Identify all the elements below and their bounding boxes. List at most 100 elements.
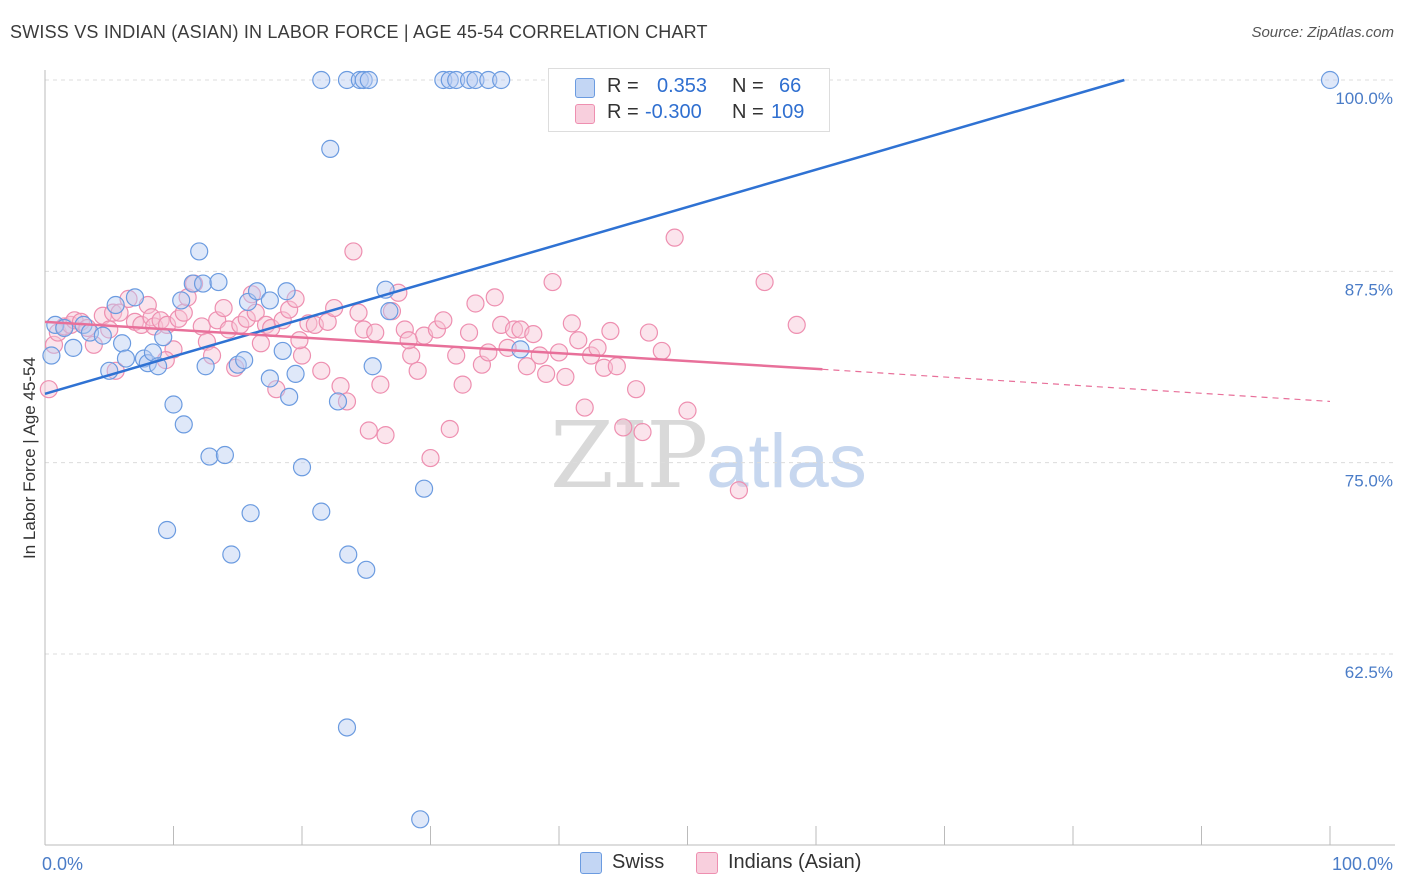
y-axis-title: In Labor Force | Age 45-54 xyxy=(20,357,39,559)
indians-point xyxy=(344,242,363,261)
bottom-legend-indians-label: Indians (Asian) xyxy=(728,851,862,873)
bottom-swatch-swiss xyxy=(580,851,602,874)
indians-point xyxy=(280,300,299,319)
indians-point xyxy=(359,421,378,440)
indians-point xyxy=(729,481,749,500)
swiss-point xyxy=(357,560,376,579)
x-axis-ticks xyxy=(44,826,1331,845)
indians-point xyxy=(601,321,620,341)
indians-point xyxy=(588,338,607,357)
indians-trend-line xyxy=(44,320,823,371)
swiss-point xyxy=(321,139,340,158)
swiss-point xyxy=(222,545,241,564)
indians-point xyxy=(434,311,453,330)
swiss-point xyxy=(196,357,215,376)
swiss-point xyxy=(312,70,331,90)
swiss-point xyxy=(106,295,125,315)
swiss-point xyxy=(479,70,498,90)
swiss-point xyxy=(228,355,247,374)
y-tick-label: 87.5% xyxy=(1345,280,1393,299)
indians-point xyxy=(569,331,588,350)
legend-indians-r-value: -0.300 xyxy=(645,101,702,123)
indians-point xyxy=(440,419,459,439)
indians-point xyxy=(366,323,385,342)
indians-point xyxy=(427,320,447,339)
legend-indians-n-value: 109 xyxy=(771,101,805,123)
x-tick-label-max: 100.0% xyxy=(1332,854,1393,874)
indians-point xyxy=(290,331,309,350)
swiss-point xyxy=(328,392,348,411)
legend-swiss-r-value: 0.353 xyxy=(657,75,708,97)
swiss-point xyxy=(414,479,434,498)
swiss-point xyxy=(172,291,191,310)
swiss-point xyxy=(260,369,279,388)
swiss-point xyxy=(312,502,331,521)
swiss-point xyxy=(154,328,173,347)
legend-swatch-indians xyxy=(575,104,595,124)
indians-point xyxy=(543,272,562,292)
indians-point xyxy=(626,380,646,399)
legend-swiss-r-label: R = xyxy=(607,75,639,97)
chart-title: SWISS VS INDIAN (ASIAN) IN LABOR FORCE |… xyxy=(10,22,708,42)
indians-point xyxy=(633,422,652,442)
indians-point xyxy=(312,361,331,380)
indians-point xyxy=(453,375,472,394)
indians-point xyxy=(421,448,440,468)
swiss-point xyxy=(215,445,234,465)
indians-point xyxy=(524,324,543,344)
swiss-point xyxy=(200,447,219,466)
swiss-point xyxy=(193,274,213,293)
swiss-point xyxy=(112,334,132,353)
indians-point xyxy=(556,367,575,387)
indians-point xyxy=(485,288,504,307)
legend-swiss-n-value: 66 xyxy=(779,75,802,97)
axes xyxy=(44,70,1395,846)
y-tick-label: 100.0% xyxy=(1335,89,1393,108)
indians-point xyxy=(395,320,414,339)
bottom-legend-swiss: Swiss xyxy=(580,851,664,874)
y-axis-tick-labels: 100.0% 87.5% 75.0% 62.5% xyxy=(1335,89,1393,682)
swiss-point xyxy=(459,70,479,90)
swiss-point xyxy=(241,504,260,523)
indians-point xyxy=(349,303,368,322)
swiss-point xyxy=(260,291,279,310)
indians-point xyxy=(39,380,58,399)
indians-point xyxy=(354,320,373,339)
swiss-point xyxy=(125,288,145,307)
swiss-point xyxy=(466,70,485,90)
swiss-point xyxy=(440,70,459,90)
legend-indians-n-label: N = xyxy=(732,101,764,123)
swiss-point xyxy=(93,326,112,345)
swiss-point xyxy=(354,70,373,90)
indians-point xyxy=(447,346,466,365)
swiss-point xyxy=(183,274,202,293)
y-tick-label: 75.0% xyxy=(1345,472,1393,491)
swiss-point xyxy=(143,343,163,362)
bottom-legend-swiss-label: Swiss xyxy=(612,851,665,873)
bottom-swatch-indians xyxy=(696,851,718,874)
indians-point xyxy=(202,346,222,365)
indians-point xyxy=(537,364,556,383)
indians-point xyxy=(459,323,479,342)
swiss-point xyxy=(64,338,83,357)
indians-point xyxy=(787,315,806,335)
indians-point xyxy=(504,320,524,339)
swiss-point xyxy=(190,242,209,261)
swiss-point xyxy=(280,387,299,406)
legend-swatch-swiss xyxy=(575,78,595,98)
indians-point xyxy=(479,343,498,362)
swiss-trend-line xyxy=(44,78,1125,395)
indians-point xyxy=(399,331,418,350)
indians-point xyxy=(331,377,350,396)
swiss-point xyxy=(235,351,254,370)
trend-lines xyxy=(44,78,1331,403)
indians-point xyxy=(402,346,421,365)
swiss-point xyxy=(1320,70,1340,90)
chart-source: Source: ZipAtlas.com xyxy=(1251,24,1394,41)
watermark-zip: ZIP xyxy=(550,402,708,509)
watermark-atlas: atlas xyxy=(706,419,867,504)
swiss-point xyxy=(164,395,183,414)
indians-trend-line-extension xyxy=(822,368,1331,403)
indians-point xyxy=(562,314,581,333)
